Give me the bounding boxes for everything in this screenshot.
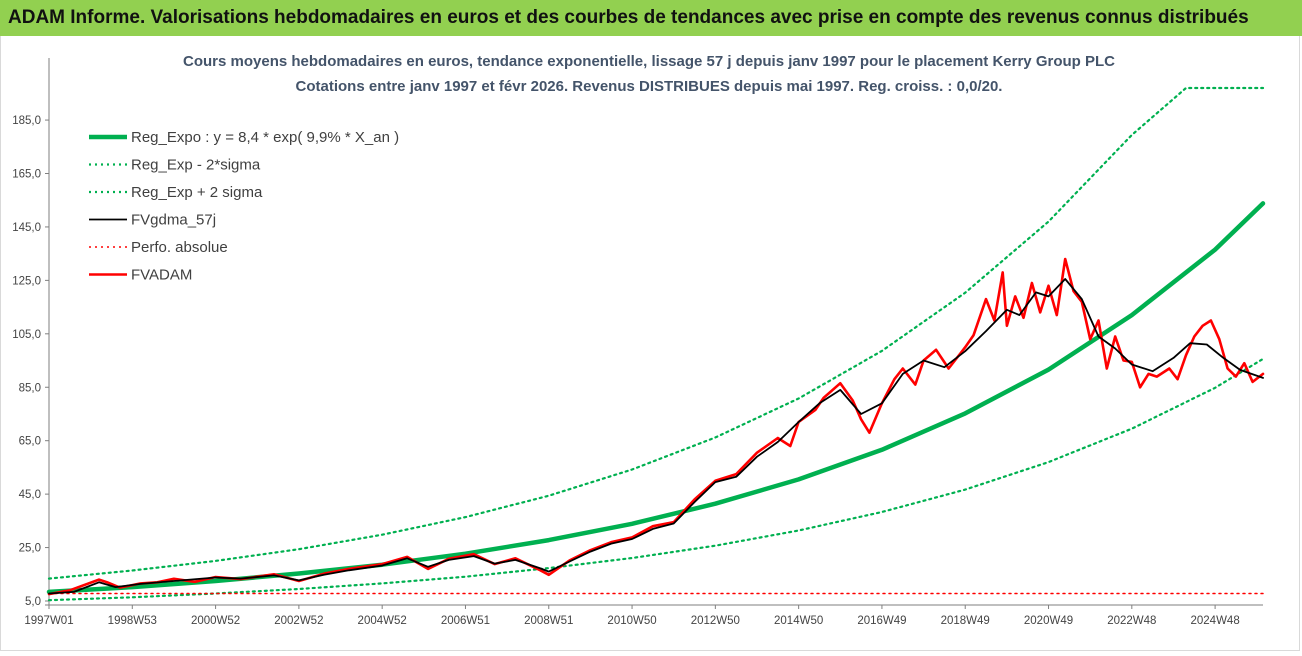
- x-tick-label: 2024W48: [1190, 615, 1239, 627]
- x-tick-label: 2000W52: [191, 615, 240, 627]
- series-line-reg-exp-2-sigma: [47, 86, 1265, 580]
- legend-label-fvadam: FVADAM: [131, 267, 192, 284]
- line-chart: Cours moyens hebdomadaires en euros, ten…: [12, 53, 1266, 627]
- y-tick-label: 85,0: [19, 382, 41, 394]
- series-line-fvadam: [47, 257, 1265, 596]
- series-line-reg-expo-y-8-4-exp-9-9-x-an: [46, 201, 1266, 595]
- chart-area: Cours moyens hebdomadaires en euros, ten…: [0, 36, 1300, 651]
- y-tick-label: 165,0: [12, 169, 41, 181]
- chart-title-line-2: Cotations entre janv 1997 et févr 2026. …: [296, 78, 1003, 95]
- x-tick-label: 2004W52: [358, 615, 407, 627]
- series-line-reg-exp-2-sigma: [47, 357, 1265, 602]
- y-tick-label: 45,0: [19, 489, 41, 501]
- x-tick-label: 2012W50: [691, 615, 740, 627]
- y-tick-label: 5,0: [25, 596, 41, 608]
- y-tick-label: 145,0: [12, 222, 41, 234]
- legend-label-reg-exp-2-sigma: Reg_Exp - 2*sigma: [131, 157, 261, 174]
- y-tick-label: 25,0: [19, 543, 41, 555]
- series-line-fvgdma-57j: [48, 278, 1264, 595]
- x-tick-label: 2020W49: [1024, 615, 1073, 627]
- y-tick-label: 65,0: [19, 436, 41, 448]
- chart-title-line-1: Cours moyens hebdomadaires en euros, ten…: [183, 53, 1115, 70]
- x-tick-label: 1998W53: [108, 615, 157, 627]
- series-layer: [46, 86, 1266, 602]
- report-banner-title: ADAM Informe. Valorisations hebdomadaire…: [0, 0, 1302, 36]
- x-tick-label: 2006W51: [441, 615, 490, 627]
- x-axis-tick-labels: 1997W01 1998W53 2000W52 2002W52 2004W52 2006W…: [24, 615, 1239, 627]
- legend-label-reg-expo-y-8-4-exp-9-9-x-an: Reg_Expo : y = 8,4 * exp( 9,9% * X_an ): [131, 129, 399, 146]
- chart-axes: [45, 58, 1263, 609]
- x-tick-label: 2016W49: [857, 615, 906, 627]
- y-tick-label: 105,0: [12, 329, 41, 341]
- y-tick-label: 125,0: [12, 275, 41, 287]
- y-axis-tick-labels: 5,0 25,0 45,0 65,0 85,0 105,0 125,0 145,0 165,0 1…: [12, 115, 41, 608]
- x-tick-label: 1997W01: [24, 615, 73, 627]
- y-tick-label: 185,0: [12, 115, 41, 127]
- x-tick-label: 2022W48: [1107, 615, 1156, 627]
- x-tick-label: 2008W51: [524, 615, 573, 627]
- legend-label-perfo-absolue: Perfo. absolue: [131, 239, 228, 256]
- x-tick-label: 2014W50: [774, 615, 823, 627]
- chart-legend: Reg_Expo : y = 8,4 * exp( 9,9% * X_an ) R…: [89, 129, 399, 284]
- legend-label-fvgdma-57j: FVgdma_57j: [131, 212, 216, 229]
- legend-label-reg-exp-2-sigma: Reg_Exp + 2 sigma: [131, 184, 263, 201]
- x-tick-label: 2018W49: [941, 615, 990, 627]
- x-tick-label: 2010W50: [607, 615, 656, 627]
- x-tick-label: 2002W52: [274, 615, 323, 627]
